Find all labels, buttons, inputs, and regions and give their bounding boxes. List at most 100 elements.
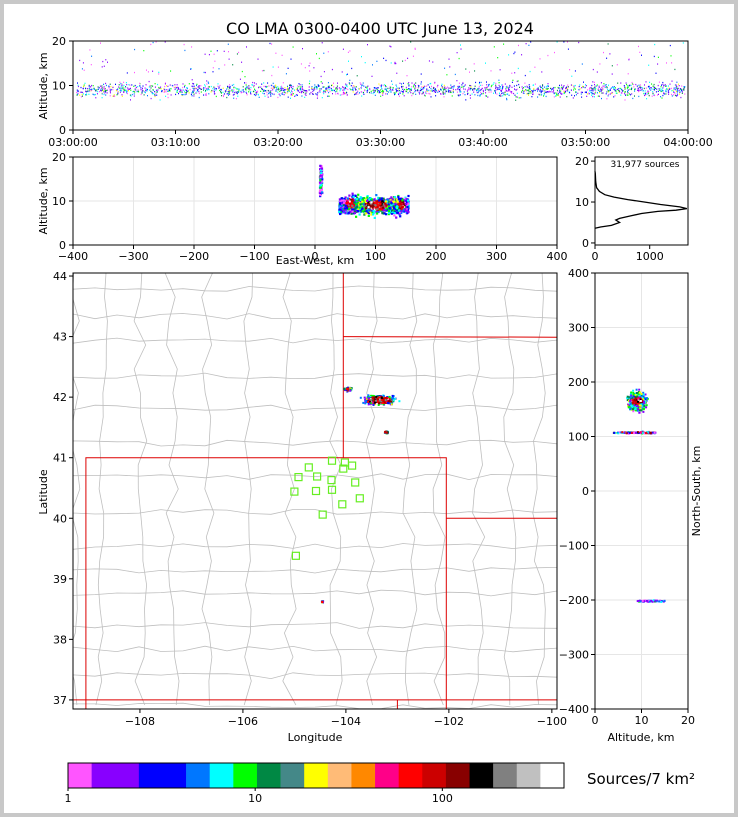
time-height-source: [207, 86, 209, 88]
time-height-source: [629, 94, 631, 96]
time-height-source: [446, 74, 448, 76]
time-height-source: [508, 88, 510, 90]
time-height-source: [79, 91, 81, 93]
time-height-ytick-label: 0: [59, 124, 66, 137]
time-height-source: [602, 85, 604, 87]
time-height-source: [313, 67, 315, 69]
time-height-source: [606, 98, 608, 100]
time-height-source: [594, 92, 596, 94]
time-height-source: [540, 86, 542, 89]
time-height-source: [450, 84, 452, 86]
ew-altitude-source: [389, 199, 392, 202]
time-height-source: [229, 84, 231, 86]
time-height-source: [106, 89, 108, 91]
county-line: [73, 622, 557, 629]
time-height-source: [500, 89, 502, 91]
time-height-source: [134, 48, 136, 51]
ew-altitude-source: [347, 199, 350, 202]
time-height-source: [154, 83, 156, 85]
time-height-source: [285, 73, 287, 75]
time-height-source: [621, 92, 623, 94]
time-height-source: [129, 88, 130, 90]
time-height-source: [200, 88, 201, 90]
time-height-source: [677, 94, 679, 96]
time-height-source: [176, 87, 178, 89]
time-height-source: [105, 91, 107, 93]
time-height-source: [232, 90, 234, 92]
time-height-source: [375, 88, 377, 90]
time-height-source: [429, 93, 431, 95]
ew-altitude-source: [398, 209, 401, 212]
time-height-xtick-label: 03:30:00: [356, 136, 405, 149]
time-height-source: [423, 87, 425, 89]
time-height-source: [218, 68, 220, 70]
time-height-source: [540, 86, 542, 89]
time-height-source: [82, 93, 84, 95]
time-height-source: [342, 92, 344, 94]
time-height-source: [671, 90, 673, 92]
time-height-source: [452, 91, 454, 94]
time-height-source: [196, 83, 198, 85]
time-height-source: [521, 86, 523, 88]
time-height-source: [554, 51, 555, 54]
time-height-source: [449, 91, 451, 93]
time-height-source: [309, 93, 311, 95]
ew-altitude-xtick-label: −100: [239, 250, 269, 263]
time-height-source: [357, 93, 359, 95]
time-height-source: [316, 94, 318, 96]
time-height-source: [313, 87, 315, 89]
time-height-source: [150, 43, 152, 46]
time-height-source: [126, 90, 128, 92]
time-height-source: [291, 88, 293, 90]
time-height-xtick-label: 03:00:00: [48, 136, 97, 149]
time-height-source: [104, 87, 106, 90]
time-height-source: [530, 92, 532, 94]
time-height-source: [594, 87, 596, 89]
ew-altitude-source: [364, 199, 367, 202]
time-height-source: [422, 86, 424, 89]
plan-view-source: [378, 399, 381, 402]
time-height-source: [559, 91, 560, 93]
time-height-source: [546, 88, 548, 90]
time-height-source: [449, 87, 451, 89]
time-height-source: [289, 87, 290, 89]
ew-altitude-source: [366, 199, 369, 202]
ew-altitude-source: [347, 204, 350, 207]
time-height-source: [233, 89, 235, 91]
lma-station-marker: [290, 487, 299, 496]
time-height-source: [90, 86, 92, 88]
time-height-source: [198, 92, 200, 95]
time-height-source: [184, 92, 186, 94]
time-height-source: [670, 87, 672, 90]
time-height-source: [88, 87, 90, 90]
time-height-source: [487, 89, 489, 91]
time-height-source: [91, 84, 93, 87]
time-height-source: [238, 91, 240, 93]
time-height-source: [589, 90, 591, 92]
time-height-source: [509, 85, 511, 87]
time-height-source: [562, 86, 564, 88]
time-height-source: [604, 84, 606, 86]
time-height-source: [315, 86, 317, 88]
time-height-source: [622, 90, 624, 92]
ew-altitude-source: [400, 210, 403, 213]
time-height-source: [316, 86, 318, 88]
time-height-source: [298, 83, 300, 85]
time-height-source: [539, 89, 541, 92]
time-height-source: [257, 94, 259, 96]
ew-altitude-source: [381, 200, 384, 203]
time-height-source: [655, 91, 657, 93]
time-height-source: [87, 90, 89, 92]
ew-altitude-source: [402, 202, 405, 205]
time-height-source: [644, 94, 645, 97]
plan-view-ytick-label: 41: [53, 452, 67, 465]
time-height-source: [365, 86, 367, 88]
time-height-source: [119, 89, 121, 92]
time-height-source: [147, 95, 148, 97]
time-height-source: [140, 89, 142, 91]
ew-altitude-source: [387, 202, 390, 205]
time-height-source: [304, 90, 306, 92]
time-height-source: [301, 84, 303, 86]
time-height-source: [248, 87, 250, 89]
time-height-source: [229, 87, 231, 89]
